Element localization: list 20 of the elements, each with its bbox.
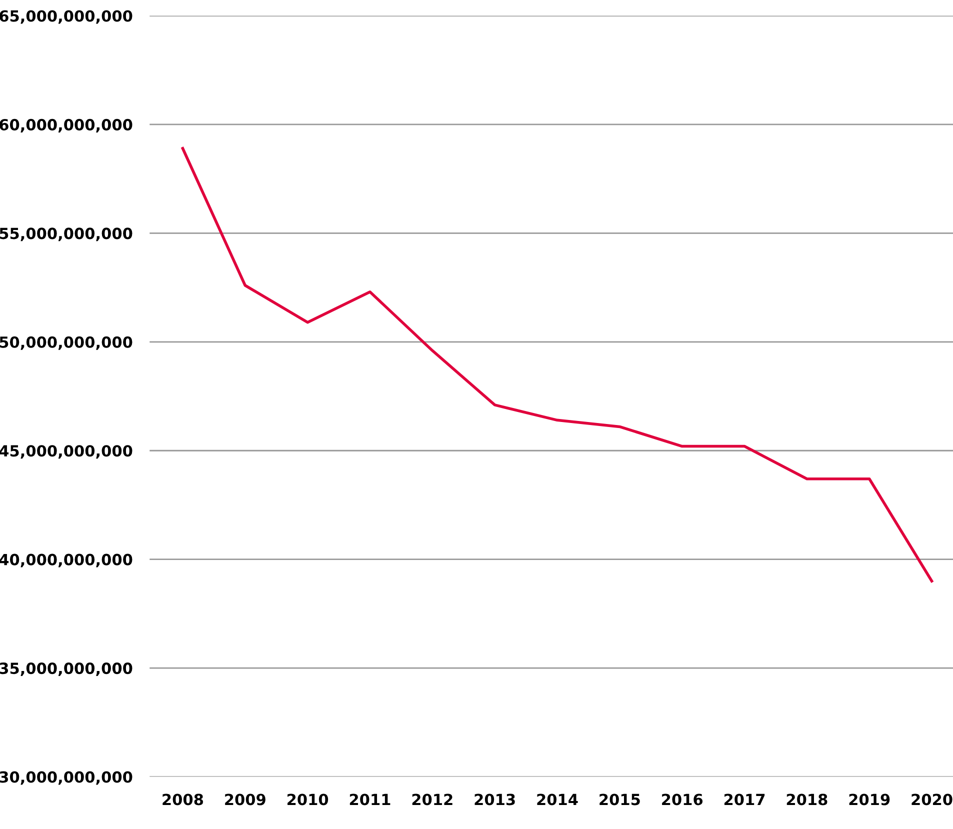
x-tick-label: 2017 xyxy=(724,794,765,806)
x-tick-label: 2019 xyxy=(849,794,890,806)
x-tick-label: 2015 xyxy=(600,794,640,806)
y-tick-label: 30,000,000,000 xyxy=(0,771,132,785)
x-tick-label: 2016 xyxy=(662,794,703,806)
x-tick-label: 2010 xyxy=(288,794,328,806)
x-tick-label: 2018 xyxy=(786,794,828,806)
x-tick-label: 2012 xyxy=(412,794,452,806)
y-tick-label: 50,000,000,000 xyxy=(0,336,132,350)
y-tick-label: 55,000,000,000 xyxy=(0,228,132,242)
x-tick-label: 2011 xyxy=(350,794,390,806)
y-tick-label: 35,000,000,000 xyxy=(0,662,132,676)
y-tick-label: 65,000,000,000 xyxy=(0,10,132,24)
y-tick-label: 60,000,000,000 xyxy=(0,118,132,132)
line-series xyxy=(181,146,934,582)
x-tick-label: 2008 xyxy=(162,794,204,806)
x-tick-label: 2009 xyxy=(225,794,266,806)
x-tick-label: 2013 xyxy=(474,794,515,806)
x-tick-label: 2014 xyxy=(537,794,578,806)
x-tick-label: 2020 xyxy=(912,794,952,806)
